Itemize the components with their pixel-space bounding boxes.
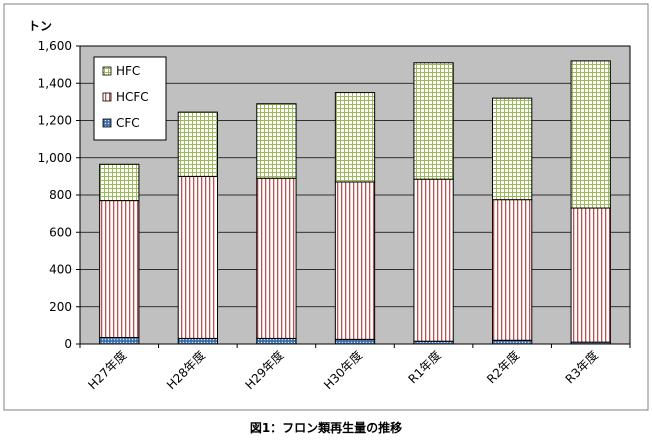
legend-label-cfc: CFC [116, 116, 140, 130]
bar-cfc-4 [334, 338, 376, 345]
bar-hcfc-2 [177, 175, 218, 339]
y-axis-ticks: 0 200 400 600 800 1,000 1,200 1,400 1,600 [38, 39, 80, 351]
bar-hcfc-3 [256, 177, 297, 339]
bar-cfc-3 [256, 337, 297, 345]
bar-hfc-3 [256, 103, 297, 179]
bar-hcfc-1 [99, 200, 140, 338]
y-axis-unit-label: トン [28, 19, 52, 33]
bar-hcfc-5 [413, 178, 454, 342]
y-tick-label: 0 [64, 337, 72, 351]
bar-cfc-1 [99, 336, 140, 345]
bar-hfc-1 [99, 163, 140, 202]
bars [99, 60, 611, 345]
legend-swatch-hfc [102, 66, 112, 76]
y-tick-label: 200 [49, 300, 72, 314]
legend: HFC HCFC CFC [93, 56, 167, 141]
y-tick-label: 1,000 [38, 151, 72, 165]
legend-label-hfc: HFC [116, 64, 140, 78]
y-tick-label: 600 [49, 225, 72, 239]
bar-hfc-6 [492, 97, 533, 201]
bar-hcfc-6 [492, 199, 533, 341]
bar-cfc-6 [492, 339, 533, 345]
legend-label-hcfc: HCFC [116, 90, 149, 104]
y-tick-label: 1,200 [38, 114, 72, 128]
bar-hfc-2 [177, 111, 218, 177]
y-tick-label: 1,600 [38, 39, 72, 53]
bar-hfc-4 [334, 92, 376, 183]
bar-hcfc-4 [334, 181, 376, 340]
y-tick-label: 400 [49, 263, 72, 277]
legend-swatch-hcfc [102, 92, 112, 102]
chart-caption: 図1：フロン類再生量の推移 [250, 420, 402, 435]
bar-hfc-5 [413, 62, 454, 180]
bar-hcfc-7 [570, 207, 611, 343]
y-tick-label: 1,400 [38, 76, 72, 90]
legend-swatch-cfc [102, 118, 112, 128]
bar-cfc-2 [177, 337, 218, 345]
y-tick-label: 800 [49, 188, 72, 202]
bar-hfc-7 [570, 60, 611, 209]
